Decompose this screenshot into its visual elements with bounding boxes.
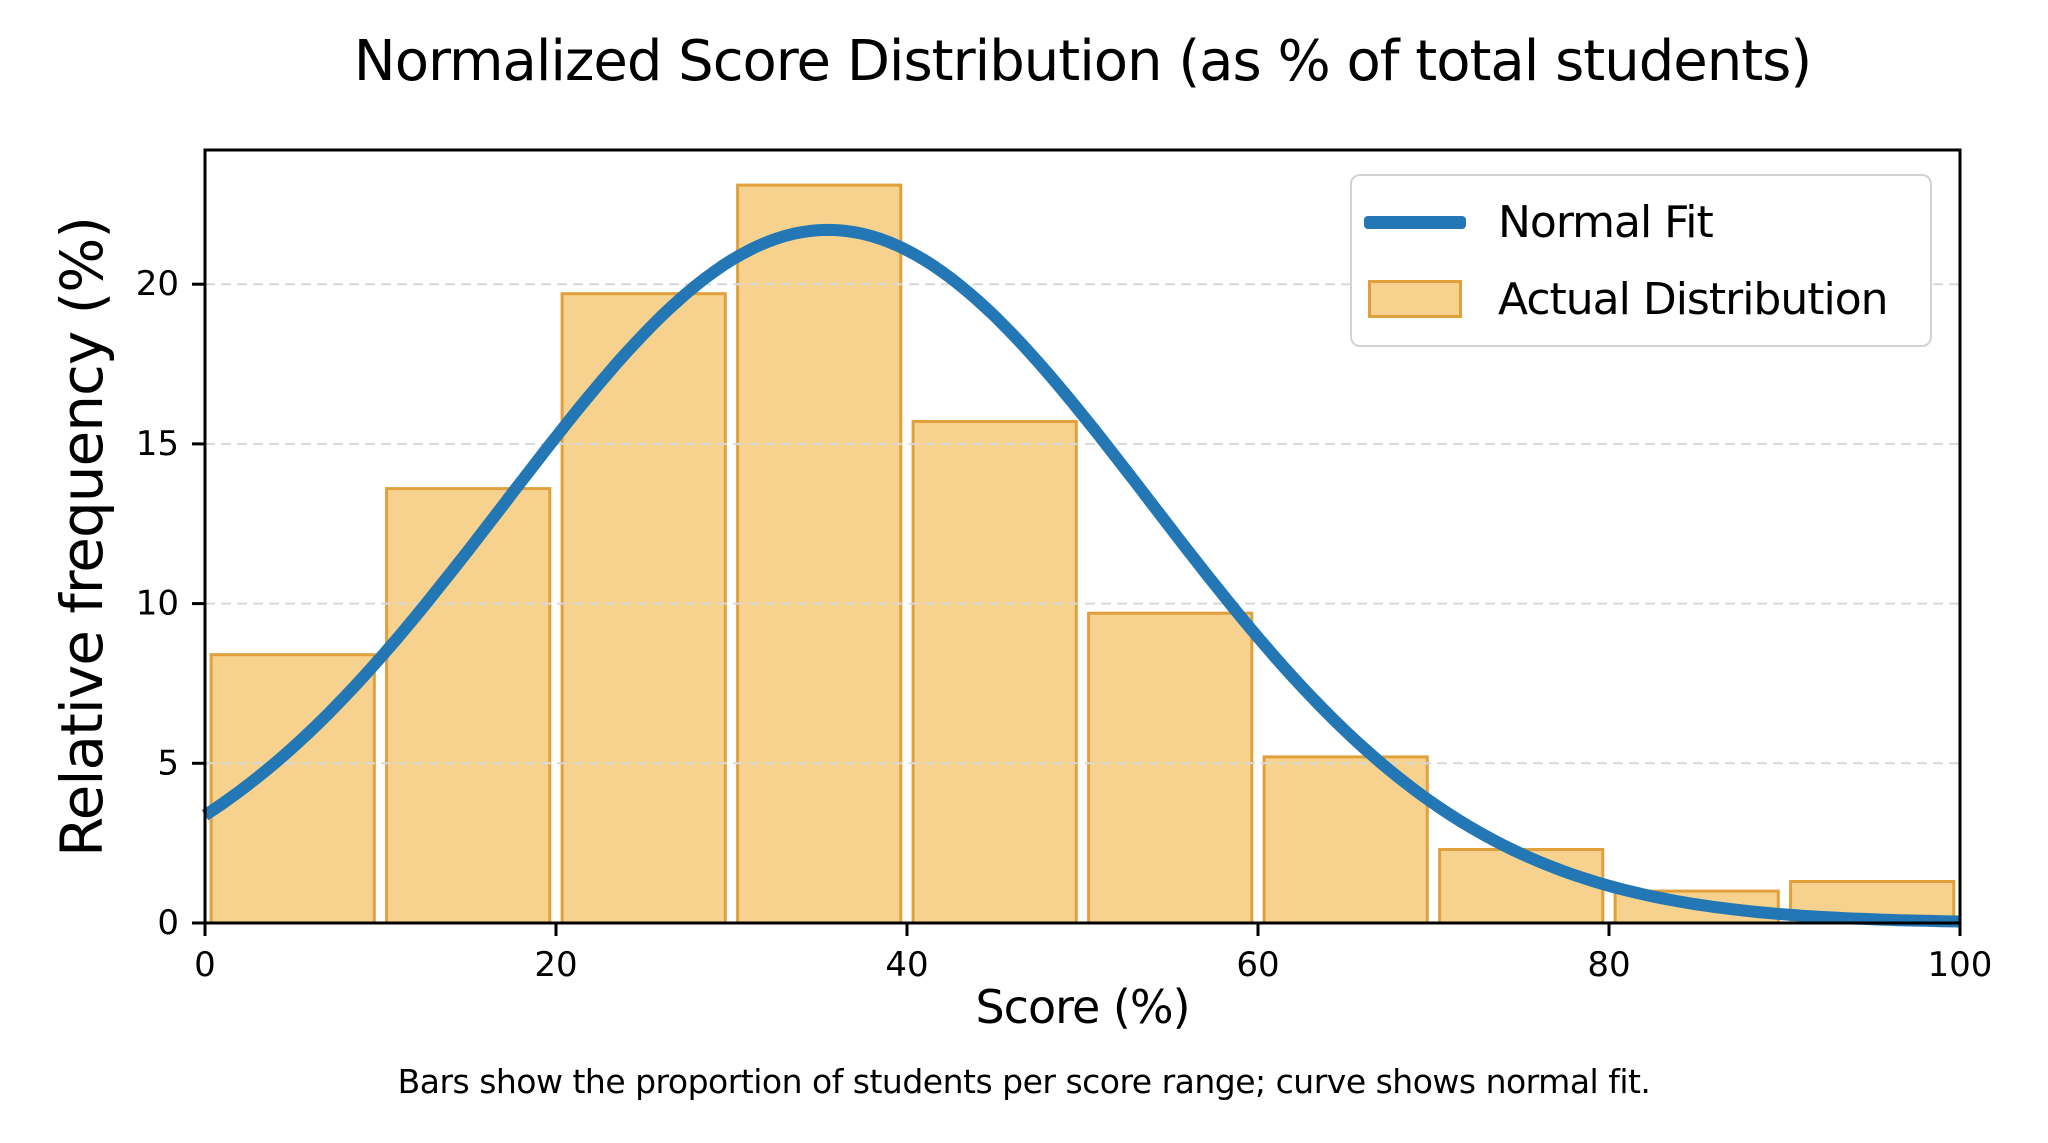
legend-label-normal-fit: Normal Fit [1498, 196, 1714, 248]
actual-distribution-patch-swatch [1368, 280, 1462, 318]
normal-fit-line-swatch [1364, 215, 1466, 229]
figure-caption: Bars show the proportion of students per… [397, 1062, 1651, 1101]
x-tick-label-20: 20 [534, 945, 577, 985]
x-tick-label-100: 100 [1928, 945, 1993, 985]
x-tick-label-60: 60 [1236, 945, 1279, 985]
legend-label-actual-distribution: Actual Distribution [1498, 273, 1889, 325]
histogram-bar-40-50 [911, 420, 1078, 925]
chart-title: Normalized Score Distribution (as % of t… [353, 29, 1812, 94]
legend-swatch-wrap [1364, 215, 1498, 229]
x-tick-label-0: 0 [194, 945, 216, 985]
histogram-bar-20-30 [560, 292, 727, 925]
legend-item-actual-distribution: Actual Distribution [1364, 274, 1930, 325]
legend: Normal Fit Actual Distribution [1350, 174, 1932, 347]
histogram-bar-50-60 [1087, 611, 1254, 925]
y-tick-label-15: 15 [136, 424, 179, 464]
histogram-bar-10-20 [385, 487, 552, 925]
histogram-bar-70-80 [1438, 848, 1605, 925]
histogram-bar-30-40 [736, 183, 903, 925]
legend-item-normal-fit: Normal Fit [1364, 197, 1930, 248]
y-tick-label-0: 0 [157, 903, 179, 943]
plot-border [203, 148, 1962, 925]
y-tick-label-20: 20 [136, 264, 179, 304]
y-tick-label-5: 5 [157, 743, 179, 783]
normal-fit-curve [201, 223, 1961, 928]
y-tick-label-10: 10 [136, 584, 179, 624]
x-axis-label: Score (%) [975, 980, 1190, 1034]
legend-swatch-wrap [1364, 280, 1498, 318]
x-tick-label-80: 80 [1587, 945, 1630, 985]
x-tick-label-40: 40 [885, 945, 928, 985]
